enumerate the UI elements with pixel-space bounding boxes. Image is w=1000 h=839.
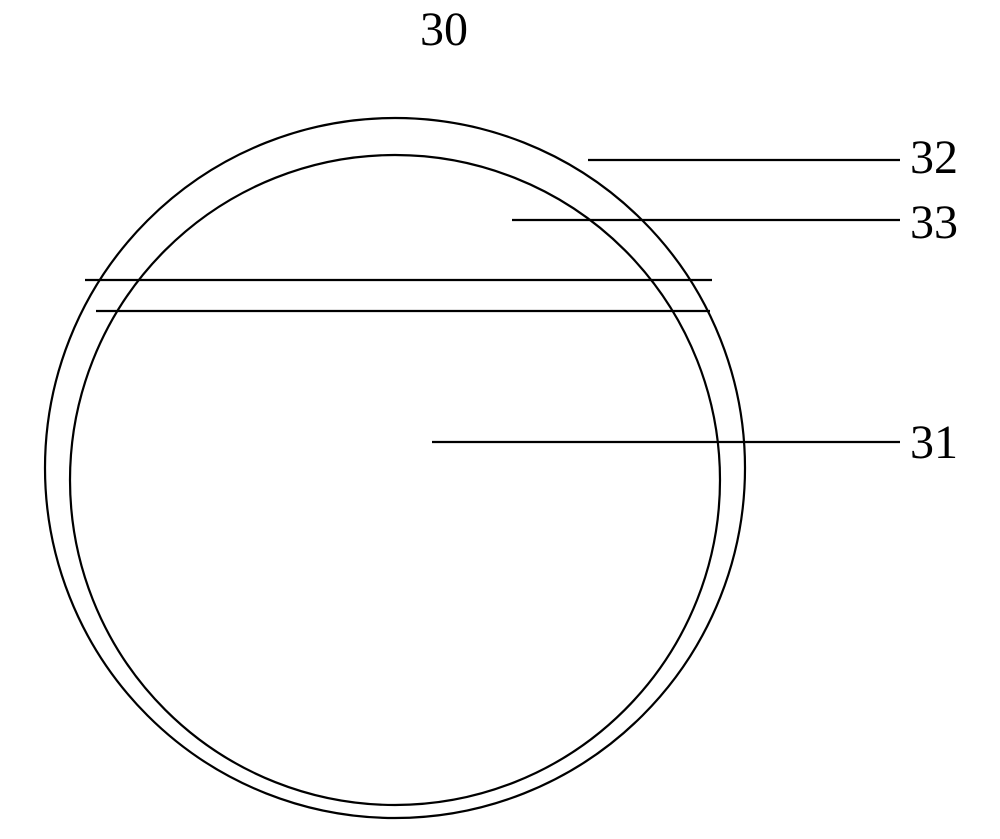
label-main: 30 — [420, 2, 468, 57]
diagram-svg — [0, 0, 1000, 839]
label-32: 32 — [910, 130, 958, 185]
label-31: 31 — [910, 415, 958, 470]
label-33: 33 — [910, 195, 958, 250]
